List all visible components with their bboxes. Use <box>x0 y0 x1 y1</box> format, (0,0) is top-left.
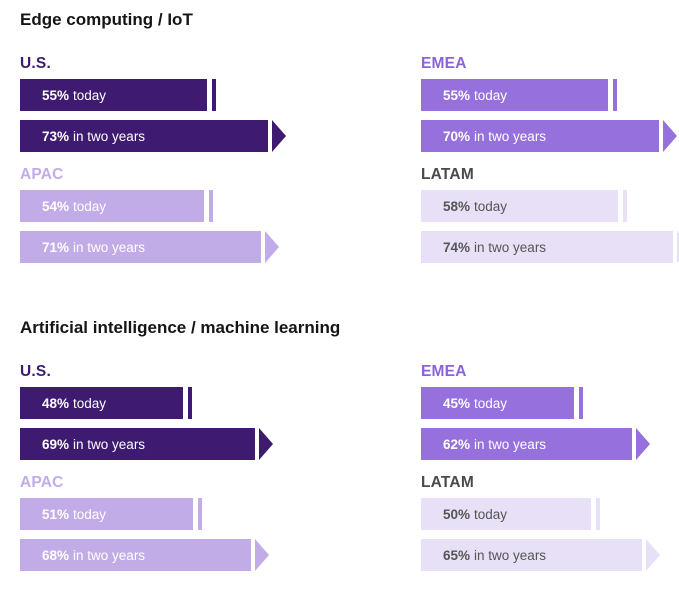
bar-category-label: in two years <box>73 436 146 452</box>
bar-end-marker-arrow <box>265 231 279 263</box>
bar-value: 74% <box>443 239 471 255</box>
bar-value: 69% <box>42 436 70 452</box>
bar-category-label: in two years <box>474 547 547 563</box>
region-label-apac: APAC <box>20 166 64 183</box>
region-label-latam: LATAM <box>421 474 474 491</box>
bar-end-marker-line <box>209 190 213 222</box>
bar-value: 51% <box>42 506 70 522</box>
bar-value: 71% <box>42 239 70 255</box>
region-label-emea: EMEA <box>421 363 467 380</box>
bar-emea-two-years: 62% in two years <box>421 428 632 460</box>
bar-us-two-years: 69% in two years <box>20 428 255 460</box>
bar-value: 48% <box>42 395 70 411</box>
bar-end-marker-line <box>198 498 202 530</box>
bar-category-label: in two years <box>474 128 547 144</box>
bar-end-marker-line <box>613 79 617 111</box>
bar-emea-today: 55% today <box>421 79 608 111</box>
bar-us-two-years: 73% in two years <box>20 120 268 152</box>
bar-us-today: 48% today <box>20 387 183 419</box>
bar-latam-two-years: 74% in two years <box>421 231 673 263</box>
bar-emea-today: 45% today <box>421 387 574 419</box>
bar-category-label: today <box>73 87 107 103</box>
bar-value: 55% <box>443 87 471 103</box>
bar-apac-two-years: 68% in two years <box>20 539 251 571</box>
bar-latam-today: 58% today <box>421 190 618 222</box>
bar-category-label: in two years <box>73 239 146 255</box>
bar-value: 50% <box>443 506 471 522</box>
region-label-us: U.S. <box>20 363 51 380</box>
bar-value: 62% <box>443 436 471 452</box>
bar-end-marker-line <box>212 79 216 111</box>
bar-category-label: today <box>474 87 508 103</box>
bar-value: 45% <box>443 395 471 411</box>
region-label-apac: APAC <box>20 474 64 491</box>
bar-end-marker-arrow <box>677 231 679 263</box>
bar-category-label: today <box>73 506 107 522</box>
region-label-us: U.S. <box>20 55 51 72</box>
bar-category-label: today <box>73 395 107 411</box>
bar-end-marker-line <box>579 387 583 419</box>
region-label-emea: EMEA <box>421 55 467 72</box>
bar-category-label: today <box>474 198 508 214</box>
bar-value: 68% <box>42 547 70 563</box>
bar-apac-two-years: 71% in two years <box>20 231 261 263</box>
bar-latam-two-years: 65% in two years <box>421 539 642 571</box>
bar-apac-today: 51% today <box>20 498 193 530</box>
bar-category-label: in two years <box>474 239 547 255</box>
bar-end-marker-arrow <box>259 428 273 460</box>
bar-value: 73% <box>42 128 70 144</box>
bar-value: 58% <box>443 198 471 214</box>
bar-category-label: in two years <box>474 436 547 452</box>
bar-end-marker-arrow <box>272 120 286 152</box>
bar-value: 54% <box>42 198 70 214</box>
bar-value: 55% <box>42 87 70 103</box>
region-label-latam: LATAM <box>421 166 474 183</box>
bar-end-marker-arrow <box>255 539 269 571</box>
chart-title: Edge computing / IoT <box>20 10 193 29</box>
bar-category-label: today <box>474 506 508 522</box>
chart-title: Artificial intelligence / machine learni… <box>20 318 341 337</box>
bar-category-label: in two years <box>73 128 146 144</box>
bar-value: 70% <box>443 128 471 144</box>
bar-category-label: today <box>73 198 107 214</box>
bar-end-marker-arrow <box>636 428 650 460</box>
bar-apac-today: 54% today <box>20 190 204 222</box>
bar-end-marker-line <box>596 498 600 530</box>
bar-emea-two-years: 70% in two years <box>421 120 659 152</box>
bar-value: 65% <box>443 547 471 563</box>
bar-latam-today: 50% today <box>421 498 591 530</box>
bar-end-marker-arrow <box>663 120 677 152</box>
bar-end-marker-arrow <box>646 539 660 571</box>
bar-end-marker-line <box>188 387 192 419</box>
bar-category-label: in two years <box>73 547 146 563</box>
bar-us-today: 55% today <box>20 79 207 111</box>
bar-category-label: today <box>474 395 508 411</box>
bar-end-marker-line <box>623 190 627 222</box>
